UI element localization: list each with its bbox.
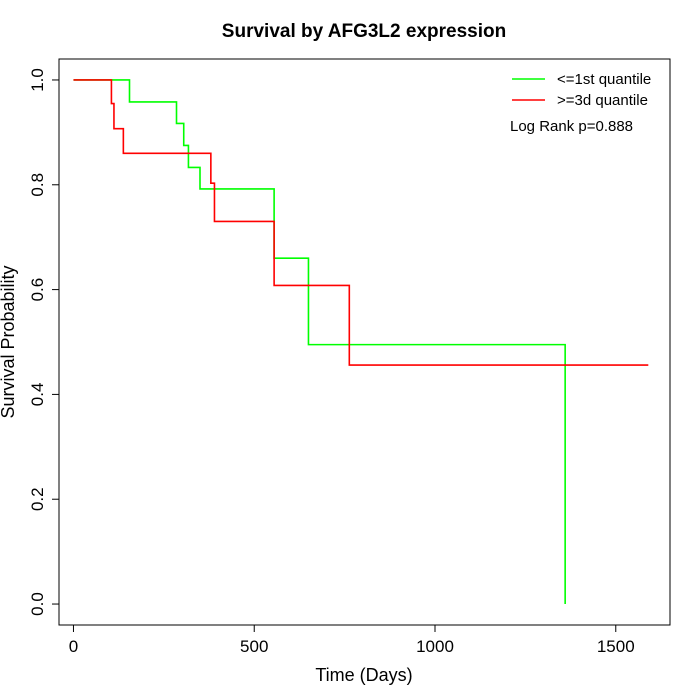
survival-curves	[73, 79, 649, 605]
survival-curve-high	[73, 79, 649, 366]
y-axis: 0.0 0.2 0.4 0.6 0.8 1.0	[28, 68, 59, 616]
x-axis: 0 500 1000 1500	[69, 625, 635, 656]
y-tick-label: 0.4	[28, 383, 47, 407]
y-tick-label: 0.8	[28, 173, 47, 197]
x-tick-label: 0	[69, 637, 78, 656]
x-tick-label: 1000	[416, 637, 454, 656]
y-tick-label: 0.6	[28, 278, 47, 302]
chart-title: Survival by AFG3L2 expression	[222, 21, 506, 42]
y-tick-label: 0.2	[28, 487, 47, 511]
y-tick-label: 0.0	[28, 592, 47, 616]
survival-curve-low	[73, 79, 566, 605]
log-rank-annotation: Log Rank p=0.888	[510, 118, 633, 135]
y-axis-label: Survival Probability	[0, 265, 18, 418]
x-tick-label: 1500	[597, 637, 635, 656]
legend-label-high: >=3d quantile	[557, 92, 648, 109]
plot-frame	[58, 58, 671, 626]
y-tick-label: 1.0	[28, 68, 47, 92]
legend: <=1st quantile >=3d quantile	[512, 71, 651, 109]
x-tick-label: 500	[240, 637, 268, 656]
legend-label-low: <=1st quantile	[557, 71, 651, 88]
x-axis-label: Time (Days)	[315, 665, 412, 685]
